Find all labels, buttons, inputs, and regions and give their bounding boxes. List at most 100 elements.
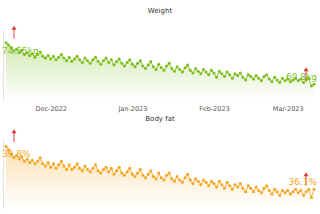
data-point (107, 61, 110, 64)
data-point (160, 176, 163, 179)
data-point (278, 194, 281, 197)
data-point (131, 173, 134, 176)
data-point (49, 166, 52, 169)
data-point (168, 62, 171, 65)
data-point (118, 166, 121, 169)
data-point (65, 59, 68, 62)
data-point (49, 57, 52, 60)
data-point (78, 58, 81, 61)
data-point (220, 183, 223, 186)
data-point (202, 179, 205, 182)
data-point (265, 73, 268, 76)
data-point (170, 67, 173, 70)
data-point (5, 145, 8, 148)
x-tick: Jan-2023 (117, 105, 147, 113)
data-point (310, 85, 313, 88)
data-point (149, 60, 152, 63)
data-point (170, 177, 173, 180)
data-point (55, 167, 58, 170)
value-label: 36.1% (288, 177, 317, 187)
data-point (133, 65, 136, 68)
data-point (236, 74, 239, 77)
data-point (270, 80, 273, 83)
data-point (120, 172, 123, 175)
data-point (289, 193, 292, 196)
data-point (107, 170, 110, 173)
data-point (155, 68, 158, 71)
line (6, 43, 314, 86)
data-point (173, 180, 176, 183)
data-point (262, 187, 265, 190)
data-point (197, 70, 200, 73)
data-point (60, 160, 63, 163)
data-point (210, 180, 213, 183)
data-point (60, 53, 63, 56)
data-point (255, 74, 258, 77)
data-point (89, 62, 92, 65)
data-point (273, 188, 276, 191)
data-point (265, 184, 268, 187)
data-point (76, 162, 79, 165)
data-point (249, 187, 252, 190)
data-point (144, 67, 147, 70)
arrow-head (12, 129, 17, 133)
data-point (162, 69, 165, 72)
data-point (33, 162, 36, 165)
data-point (152, 65, 155, 68)
data-point (5, 41, 8, 44)
data-point (62, 57, 65, 60)
data-point (176, 175, 179, 178)
data-point (281, 77, 284, 80)
data-point (110, 58, 113, 61)
data-point (91, 167, 94, 170)
chart: WeightDec-2022Jan-2023Feb-2023Mar-202374… (2, 7, 317, 113)
data-point (141, 64, 144, 67)
data-point (41, 162, 44, 165)
data-point (94, 56, 97, 59)
y-axis (3, 31, 4, 101)
data-point (231, 188, 234, 191)
data-point (55, 58, 58, 61)
data-point (68, 56, 71, 59)
data-point (52, 162, 55, 165)
line (6, 146, 314, 197)
data-point (186, 64, 189, 67)
data-point (184, 66, 187, 69)
data-point (281, 189, 284, 192)
x-axis: Dec-2022Jan-2023Feb-2023Mar-2023 (36, 105, 304, 113)
data-point (128, 58, 131, 61)
data-point (62, 165, 65, 168)
x-tick: Dec-2022 (36, 105, 67, 113)
area-fill (6, 146, 314, 208)
data-point (139, 59, 142, 62)
arrow-head (304, 172, 309, 176)
data-point (83, 165, 86, 168)
data-point (157, 172, 160, 175)
data-point (123, 174, 126, 177)
data-point (97, 169, 100, 172)
data-point (181, 181, 184, 184)
data-point (236, 186, 239, 189)
data-point (128, 167, 131, 170)
data-point (152, 175, 155, 178)
data-point (234, 72, 237, 75)
data-point (120, 62, 123, 65)
data-point (249, 75, 252, 78)
data-point (65, 168, 68, 171)
data-point (147, 64, 150, 67)
data-point (257, 189, 260, 192)
data-point (57, 163, 60, 166)
data-point (149, 169, 152, 172)
data-point (244, 78, 247, 81)
x-tick: Mar-2023 (273, 105, 304, 113)
data-point (212, 182, 215, 185)
data-point (136, 172, 139, 175)
arrow-head (304, 67, 309, 71)
data-point (83, 57, 86, 60)
data-point (210, 69, 213, 72)
data-point (313, 83, 316, 86)
data-point (299, 189, 302, 192)
data-point (260, 79, 263, 82)
data-point (197, 180, 200, 183)
value-label: 74.55kg (2, 46, 39, 56)
